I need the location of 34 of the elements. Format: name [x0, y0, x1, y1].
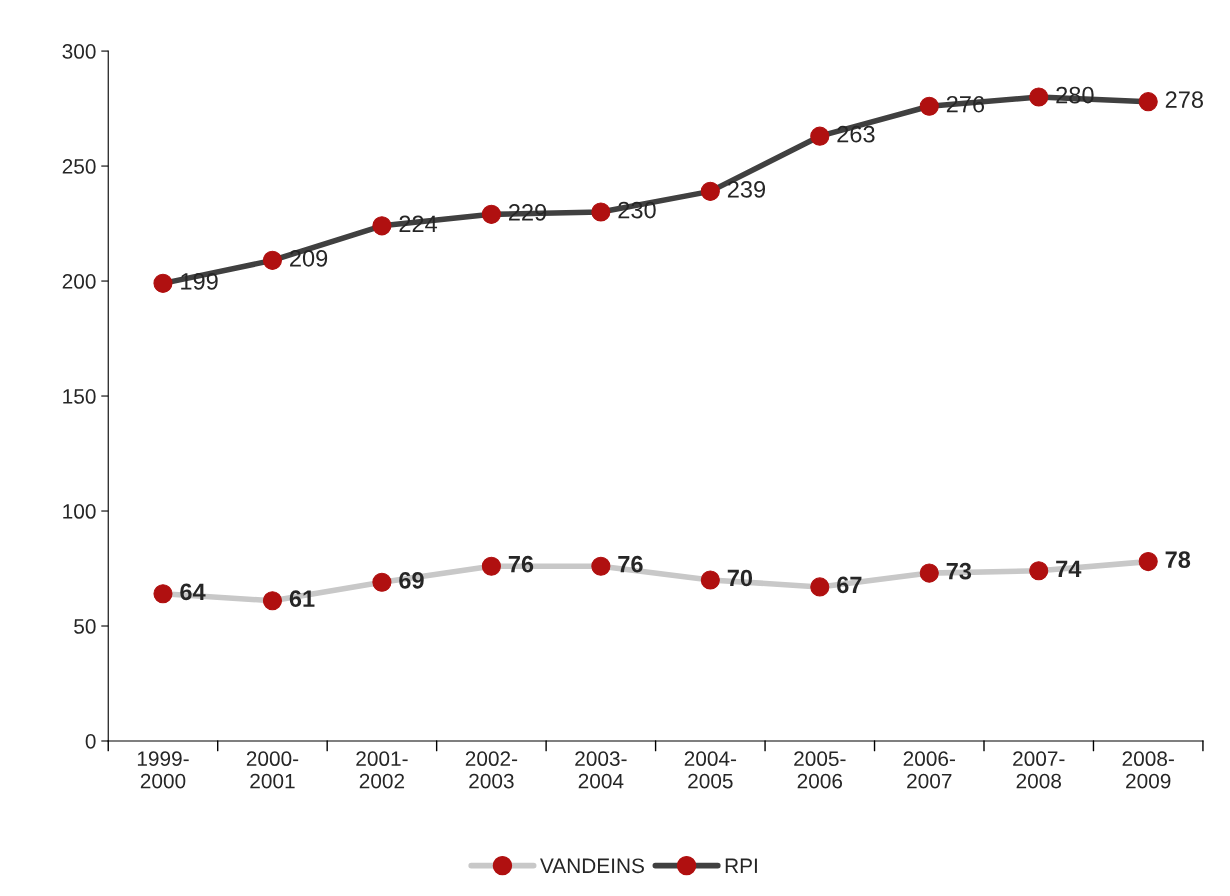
legend-label: RPI	[725, 858, 757, 873]
data-label: 67	[837, 576, 862, 594]
data-label: 74	[1056, 560, 1082, 577]
data-label: 209	[290, 249, 328, 267]
data-label: 263	[837, 125, 875, 143]
y-tick-label: 100	[63, 504, 96, 519]
x-tick-label: 1999- 2000	[137, 751, 189, 789]
x-tick-label: 2008- 2009	[1122, 751, 1174, 789]
x-tick-label: 2004- 2005	[684, 751, 737, 789]
x-tick-label: 2001- 2002	[356, 751, 408, 789]
y-tick-label: 50	[74, 619, 96, 634]
data-label: 78	[1165, 551, 1191, 568]
data-label: 76	[508, 555, 534, 573]
x-tick-label: 2006- 2007	[903, 751, 955, 789]
data-label: 224	[399, 215, 438, 232]
data-label: 73	[946, 562, 972, 580]
y-tick-label: 300	[62, 44, 96, 59]
data-label: 69	[399, 571, 424, 589]
data-label: 239	[727, 180, 766, 198]
data-label: 61	[289, 590, 315, 608]
x-tick-label: 2002- 2003	[465, 751, 518, 789]
y-tick-label: 150	[63, 389, 96, 404]
legend-label: VANDEINS	[540, 858, 644, 874]
y-tick-label: 250	[62, 159, 96, 174]
data-label: 278	[1165, 91, 1203, 108]
data-label: 64	[180, 583, 206, 601]
y-tick-label: 200	[62, 274, 96, 289]
x-tick-label: 2005- 2006	[794, 751, 846, 789]
x-tick-label: 2007- 2008	[1013, 751, 1065, 789]
x-tick-label: 2000- 2001	[246, 751, 299, 789]
data-label: 76	[618, 555, 643, 573]
x-tick-label: 2003- 2004	[575, 751, 627, 789]
data-label: 70	[727, 569, 753, 587]
y-tick-label: 0	[85, 733, 96, 749]
